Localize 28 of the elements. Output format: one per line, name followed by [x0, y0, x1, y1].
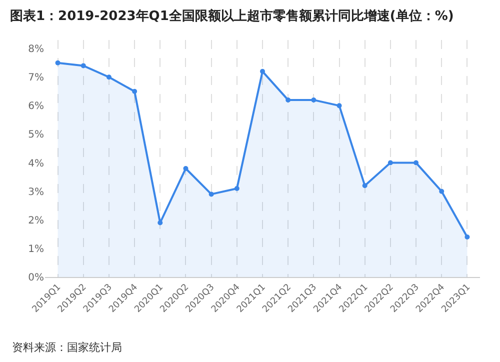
y-tick-label: 6% [28, 101, 44, 112]
point [158, 220, 163, 226]
point [55, 60, 60, 66]
point [362, 183, 368, 188]
point [464, 234, 470, 240]
y-tick-label: 2% [28, 215, 44, 226]
point [336, 103, 342, 108]
point [208, 192, 214, 197]
point [414, 160, 419, 166]
point [80, 63, 86, 68]
point [106, 74, 112, 80]
point [286, 97, 291, 102]
y-tick-label: 8% [28, 44, 44, 56]
point [260, 68, 265, 74]
chart-title: 图表1：2019-2023年Q1全国限额以上超市零售额累计同比增速(单位：%) [10, 8, 454, 24]
point [439, 188, 444, 194]
y-tick-label: 3% [28, 186, 44, 198]
point [311, 97, 316, 102]
point [234, 186, 240, 191]
y-tick-label: 4% [28, 158, 44, 170]
y-tick-label: 5% [28, 130, 44, 141]
text: 资料来源：国家统计局 [12, 341, 122, 354]
point [388, 160, 393, 166]
point [183, 166, 188, 171]
y-tick-label: 0% [28, 272, 44, 284]
point [132, 88, 138, 94]
y-tick-label: 1% [28, 244, 44, 255]
y-tick-label: 7% [28, 72, 44, 84]
